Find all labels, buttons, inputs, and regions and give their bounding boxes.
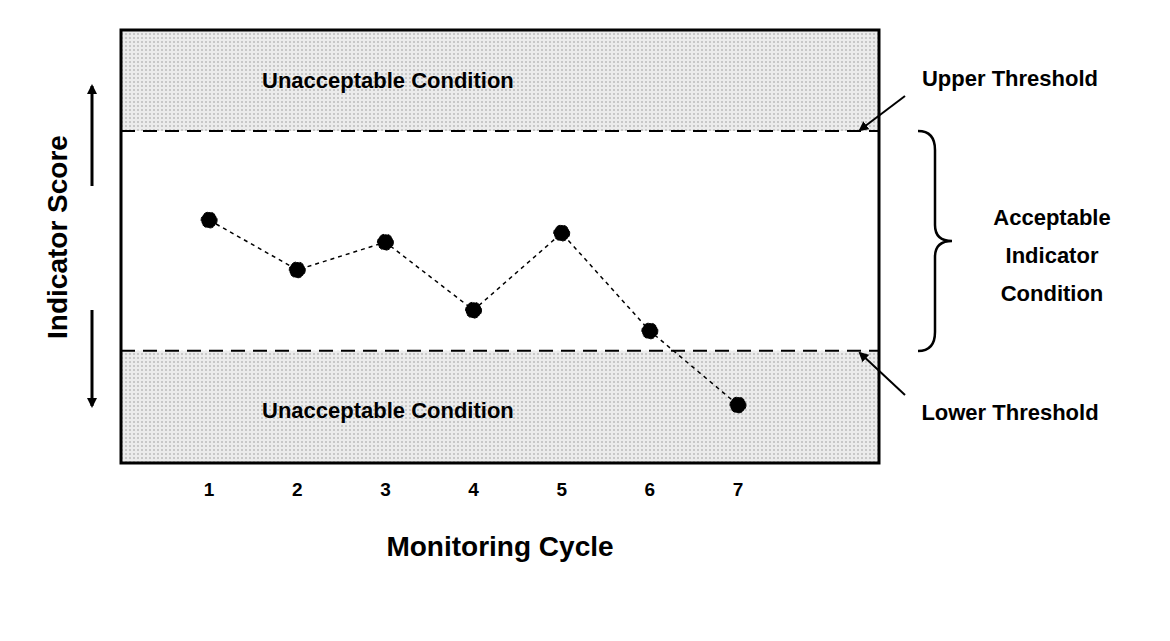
svg-text:7: 7 bbox=[733, 479, 744, 500]
svg-text:Unacceptable Condition: Unacceptable Condition bbox=[262, 398, 514, 423]
svg-text:3: 3 bbox=[380, 479, 391, 500]
svg-text:Upper Threshold: Upper Threshold bbox=[922, 66, 1098, 91]
svg-text:4: 4 bbox=[468, 479, 479, 500]
svg-text:Unacceptable Condition: Unacceptable Condition bbox=[262, 68, 514, 93]
svg-text:Indicator: Indicator bbox=[1006, 243, 1099, 268]
svg-text:6: 6 bbox=[645, 479, 656, 500]
svg-text:Acceptable: Acceptable bbox=[993, 205, 1110, 230]
svg-text:5: 5 bbox=[556, 479, 567, 500]
svg-text:Indicator Score: Indicator Score bbox=[42, 135, 73, 339]
svg-text:Condition: Condition bbox=[1001, 281, 1104, 306]
svg-text:Monitoring Cycle: Monitoring Cycle bbox=[386, 531, 613, 562]
svg-text:1: 1 bbox=[204, 479, 215, 500]
svg-text:2: 2 bbox=[292, 479, 303, 500]
svg-text:Lower Threshold: Lower Threshold bbox=[921, 400, 1098, 425]
